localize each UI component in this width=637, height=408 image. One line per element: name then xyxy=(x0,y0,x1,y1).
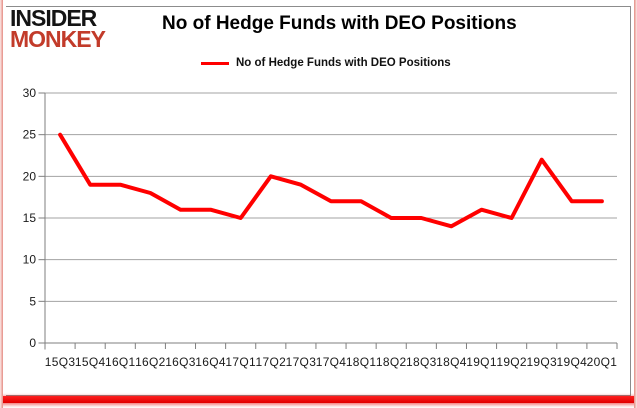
left-border-strip xyxy=(0,0,3,408)
x-axis-label: 15Q4 xyxy=(75,355,106,369)
legend-line-swatch xyxy=(201,61,229,65)
y-axis-label: 0 xyxy=(29,336,36,350)
x-axis-label: 19Q3 xyxy=(526,355,557,369)
y-axis-label: 15 xyxy=(23,211,37,225)
x-axis-label: 17Q1 xyxy=(225,355,256,369)
x-axis-label: 16Q1 xyxy=(105,355,136,369)
x-axis-label: 17Q3 xyxy=(286,355,317,369)
x-axis-label: 19Q4 xyxy=(557,355,588,369)
x-axis-label: 15Q3 xyxy=(45,355,76,369)
y-axis-label: 30 xyxy=(23,86,37,100)
insider-monkey-logo: INSIDER MONKEY xyxy=(10,5,106,53)
x-axis-label: 17Q2 xyxy=(256,355,287,369)
legend: No of Hedge Funds with DEO Positions xyxy=(201,57,451,69)
logo-insider-text: INSIDER xyxy=(10,5,97,31)
y-axis-label: 20 xyxy=(23,169,37,183)
x-axis-label: 20Q1 xyxy=(587,355,618,369)
right-border-strip xyxy=(634,0,637,408)
x-axis-label: 17Q4 xyxy=(316,355,347,369)
x-axis-label: 18Q4 xyxy=(436,355,467,369)
x-axis-label: 18Q3 xyxy=(406,355,437,369)
bottom-red-bar xyxy=(0,396,637,403)
chart-title: No of Hedge Funds with DEO Positions xyxy=(162,13,517,34)
x-axis-label: 16Q2 xyxy=(135,355,166,369)
y-axis-label: 10 xyxy=(23,253,37,267)
x-axis-label: 16Q3 xyxy=(165,355,196,369)
x-axis-label: 19Q2 xyxy=(496,355,527,369)
series-line xyxy=(58,132,604,229)
x-axis-label: 19Q1 xyxy=(466,355,497,369)
logo-monkey-text: MONKEY xyxy=(10,26,106,53)
chart-frame-border xyxy=(6,6,631,396)
legend-label: No of Hedge Funds with DEO Positions xyxy=(236,57,451,69)
y-axis-label: 5 xyxy=(29,294,36,308)
x-axis-label: 18Q1 xyxy=(346,355,377,369)
y-axis-label: 25 xyxy=(23,128,37,142)
x-axis-label: 18Q2 xyxy=(376,355,407,369)
x-axis-label: 16Q4 xyxy=(195,355,226,369)
